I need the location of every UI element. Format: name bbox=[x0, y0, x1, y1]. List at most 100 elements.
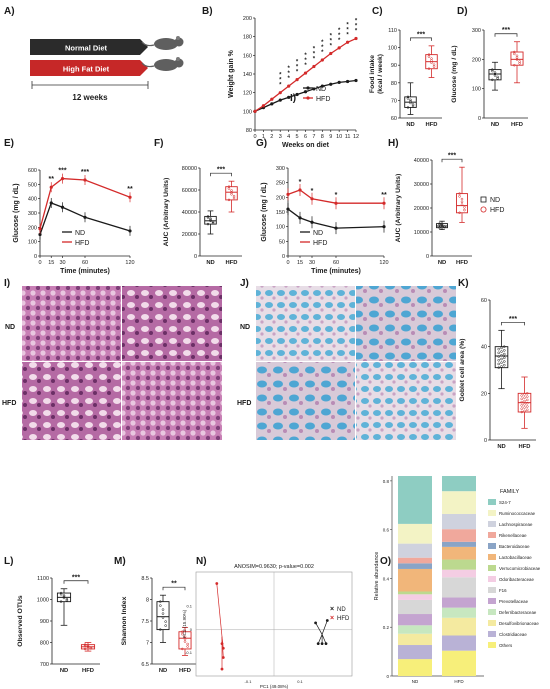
chart-B-sig-star: * bbox=[355, 29, 358, 35]
chart-B-xtick-label: 2 bbox=[270, 134, 273, 140]
chart-B-sig-star: * bbox=[287, 76, 290, 82]
chart-B-point-HFD bbox=[253, 109, 257, 113]
chart-C-box-HFD-dot bbox=[430, 61, 433, 64]
chart-D-box-HFD-dot bbox=[515, 58, 519, 61]
chart-O-ytick-label: 0.6 bbox=[383, 528, 390, 533]
mouse-nd-head bbox=[174, 37, 184, 47]
chart-L-sig-bracket bbox=[63, 580, 89, 584]
chart-K-box-HFD-dot bbox=[523, 406, 526, 409]
chart-K-sig-bracket bbox=[501, 321, 525, 326]
chart-B-ytick-label: 120 bbox=[243, 91, 252, 97]
chart-C-sig-label: *** bbox=[417, 31, 425, 38]
he-row-label-nd: ND bbox=[5, 324, 15, 331]
chart-N-xlabel: PC1 (49.08%) bbox=[260, 684, 289, 689]
chart-B-point-HFD bbox=[287, 84, 291, 88]
chart-N-spoke-HFD bbox=[216, 583, 223, 637]
chart-B-xtick-label: 9 bbox=[329, 134, 332, 140]
he-row-label-hfd: HFD bbox=[2, 400, 16, 407]
chart-L-ytick-label: 900 bbox=[40, 619, 49, 625]
chart-C-ytick-label: 70 bbox=[391, 98, 397, 104]
chart-B-point-HFD bbox=[329, 51, 333, 56]
chart-G-ytick-label: 200 bbox=[276, 195, 285, 201]
chart-E-ytick-label: 300 bbox=[28, 211, 37, 217]
chart-B-sig-star: * bbox=[313, 47, 316, 53]
chart-B-point-ND bbox=[270, 102, 274, 106]
chart-M-box-HFD-dot bbox=[183, 640, 187, 643]
chart-K-box-HFD-dot bbox=[520, 394, 523, 397]
chart-N-ytick-label: -0.1 bbox=[185, 650, 193, 655]
chart-K-box-HFD-dot bbox=[523, 399, 526, 403]
chart-B-ytick-label: 200 bbox=[243, 16, 252, 22]
chart-L-xtick-label: ND bbox=[60, 668, 68, 674]
mouse-nd-ear bbox=[176, 36, 180, 40]
chart-K-box-HFD-dot bbox=[520, 397, 523, 401]
chart-H-legend-hfd-marker bbox=[480, 206, 487, 213]
chart-E-ytick-label: 400 bbox=[28, 197, 37, 203]
chart-O-legend-swatch-Verrucomicrobiaceae bbox=[488, 565, 496, 571]
chart-B-xtick-label: 6 bbox=[304, 134, 307, 140]
chart-N-point-HFD bbox=[221, 656, 225, 659]
chart-L-box-ND-dot bbox=[59, 591, 63, 595]
panel-letter-B: B) bbox=[202, 6, 213, 17]
duration-label: 12 weeks bbox=[72, 93, 108, 102]
chart-E-xtick-label: 30 bbox=[59, 260, 65, 266]
chart-M-box-ND-dot bbox=[164, 620, 167, 623]
chart-F-box-ND-dot bbox=[206, 215, 210, 218]
chart-C-box-HFD-dot bbox=[427, 67, 431, 70]
chart-B-point-ND bbox=[337, 80, 341, 84]
chart-B-point-HFD bbox=[261, 104, 266, 108]
chart-O-bar-HFD-S24-7 bbox=[442, 476, 476, 492]
chart-K-xtick-label: HFD bbox=[519, 444, 531, 450]
chart-E-xtick-label: 0 bbox=[38, 260, 41, 266]
chart-H-box-HFD-dot bbox=[463, 208, 466, 212]
chart-O-bar-HFD-Rikenellaceae bbox=[442, 529, 476, 542]
chart-B-sig-star: * bbox=[296, 70, 299, 76]
chart-K-box-HFD-dot bbox=[526, 398, 529, 402]
chart-E-legend-hfd-label: HFD bbox=[75, 240, 89, 247]
chart-O-bar-ND-Prevotellaceae bbox=[398, 614, 432, 626]
chart-B-sig-star: * bbox=[304, 63, 307, 69]
chart-O-xtick-label: ND bbox=[412, 679, 419, 684]
chart-K-box-ND-dot bbox=[503, 363, 506, 367]
chart-H-xtick-label: HFD bbox=[456, 260, 468, 266]
chart-D-ytick-label: 100 bbox=[472, 87, 481, 93]
chart-C-box-ND-dot bbox=[409, 101, 412, 105]
chart-O-ytick-label: 0.8 bbox=[383, 479, 390, 484]
chart-M-box-HFD-dot bbox=[186, 645, 189, 648]
chart-G-ytick-label: 100 bbox=[276, 225, 285, 231]
chart-B-point-ND bbox=[354, 78, 358, 83]
chart-H-box-HFD-dot bbox=[460, 200, 464, 204]
chart-M-box-HFD-dot bbox=[181, 630, 184, 633]
chart-L-ytick-label: 800 bbox=[40, 641, 49, 647]
chart-K-sig-label: *** bbox=[509, 316, 517, 323]
chart-M-ytick-label: 7 bbox=[146, 641, 149, 647]
chart-D-xtick-label: HFD bbox=[511, 122, 523, 128]
chart-L-box-ND-dot bbox=[59, 600, 63, 603]
chart-D-sig-label: *** bbox=[502, 27, 510, 34]
chart-B-sig-star: * bbox=[321, 40, 324, 46]
mouse-hfd-ear bbox=[176, 57, 180, 61]
chart-B-point-ND bbox=[287, 95, 291, 99]
chart-O-bar-ND-Lachnospiraceae bbox=[398, 543, 432, 558]
he-image-hfd-2 bbox=[122, 362, 222, 440]
chart-O-bar-HFD-Odoribacteraceae bbox=[442, 569, 476, 578]
chart-B-point-HFD bbox=[270, 97, 274, 101]
chart-B-sig-star: * bbox=[346, 27, 349, 33]
chart-N-ytick-label: 0.1 bbox=[186, 604, 192, 609]
chart-M-box-HFD-dot bbox=[183, 635, 187, 638]
chart-L-box-HFD-dot bbox=[86, 645, 90, 649]
chart-G-xtick-label: 15 bbox=[297, 260, 303, 266]
chart-F-box-ND-dot bbox=[206, 222, 210, 226]
chart-O-bar-ND-S24-7 bbox=[398, 476, 432, 524]
chart-B-xtick-label: 11 bbox=[345, 134, 351, 140]
chart-N-legend-hfd-label: HFD bbox=[337, 616, 350, 622]
chart-H-ytick-label: 30000 bbox=[414, 182, 429, 188]
chart-K-box-ND-dot bbox=[500, 354, 503, 357]
ab-image-hfd-2 bbox=[356, 362, 456, 440]
chart-L-box-ND-dot bbox=[62, 596, 66, 600]
chart-L-ytick-label: 700 bbox=[40, 662, 49, 668]
chart-D-box-ND-dot bbox=[493, 74, 497, 77]
chart-B-sig-star: * bbox=[330, 38, 333, 44]
chart-O-ytick-label: 0.2 bbox=[383, 625, 390, 630]
chart-B-legend-hfd-label: HFD bbox=[316, 96, 330, 103]
